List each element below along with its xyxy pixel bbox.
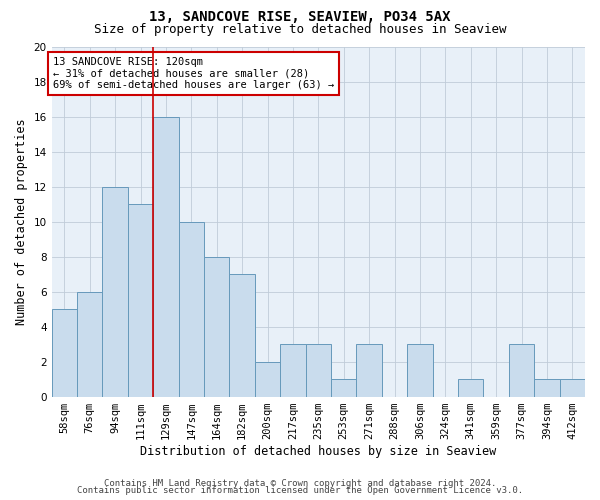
Bar [77,292,103,397]
Text: Size of property relative to detached houses in Seaview: Size of property relative to detached ho… [94,22,506,36]
Bar [153,116,179,396]
Bar [255,362,280,396]
Bar [128,204,153,396]
Bar [331,379,356,396]
Bar [204,256,229,396]
Bar [407,344,433,397]
Bar [305,344,331,397]
Bar [229,274,255,396]
Bar [534,379,560,396]
Bar [458,379,484,396]
Bar [52,309,77,396]
X-axis label: Distribution of detached houses by size in Seaview: Distribution of detached houses by size … [140,444,496,458]
Bar [103,186,128,396]
Bar [509,344,534,397]
Text: Contains public sector information licensed under the Open Government Licence v3: Contains public sector information licen… [77,486,523,495]
Bar [356,344,382,397]
Text: Contains HM Land Registry data © Crown copyright and database right 2024.: Contains HM Land Registry data © Crown c… [104,478,496,488]
Text: 13, SANDCOVE RISE, SEAVIEW, PO34 5AX: 13, SANDCOVE RISE, SEAVIEW, PO34 5AX [149,10,451,24]
Y-axis label: Number of detached properties: Number of detached properties [15,118,28,325]
Text: 13 SANDCOVE RISE: 120sqm
← 31% of detached houses are smaller (28)
69% of semi-d: 13 SANDCOVE RISE: 120sqm ← 31% of detach… [53,57,334,90]
Bar [179,222,204,396]
Bar [280,344,305,397]
Bar [560,379,585,396]
